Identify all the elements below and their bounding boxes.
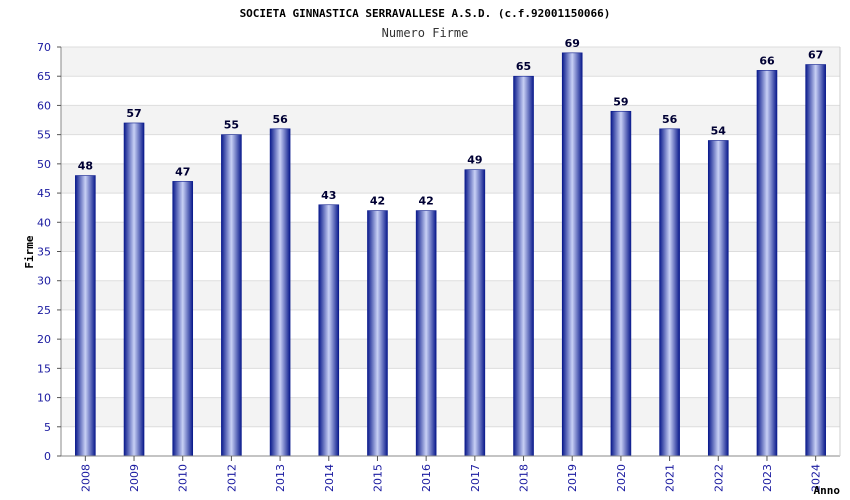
bar-2017: [464, 169, 486, 457]
y-tick-label: 45: [37, 187, 51, 200]
chart-title: SOCIETA GINNASTICA SERRAVALLESE A.S.D. (…: [240, 7, 611, 20]
bar-value-label: 57: [126, 107, 141, 120]
bar-value-label: 43: [321, 189, 336, 202]
bar-2016: [415, 210, 437, 457]
y-tick-label: 5: [44, 421, 51, 434]
y-tick-label: 40: [37, 216, 51, 229]
bar-2020: [610, 110, 632, 457]
y-tick-label: 60: [37, 99, 51, 112]
x-tick-label: 2009: [128, 464, 141, 492]
x-tick-label: 2022: [712, 464, 725, 492]
x-tick-label: 2016: [420, 464, 433, 492]
bar-value-label: 66: [759, 54, 775, 67]
bar-value-label: 67: [808, 49, 823, 62]
bar-value-label: 47: [175, 165, 190, 178]
y-tick-label: 30: [37, 275, 51, 288]
y-tick-label: 20: [37, 333, 51, 346]
x-tick-label: 2015: [371, 464, 384, 492]
bar-2009: [123, 122, 145, 457]
y-tick-label: 70: [37, 41, 51, 54]
y-tick-label: 55: [37, 129, 51, 142]
grid-band: [61, 105, 840, 135]
x-tick-label: 2024: [810, 464, 823, 492]
bar-labels: 48 57 47 55 56 43 42 42 49 65 69 59 56 54 66 67: [78, 37, 824, 208]
bar-2018: [513, 75, 534, 457]
x-tick-label: 2017: [469, 464, 482, 492]
x-tick-label: 2019: [566, 464, 579, 492]
x-tick-label: 2008: [79, 464, 92, 492]
bar-value-label: 69: [565, 37, 580, 50]
bar-value-label: 42: [419, 195, 434, 208]
bar-value-label: 48: [78, 160, 93, 173]
x-tick-label: 2012: [225, 464, 238, 492]
bar-value-label: 59: [613, 95, 628, 108]
y-tick-label: 25: [37, 304, 51, 317]
x-tick-label: 2020: [615, 464, 628, 492]
x-tick-label: 2018: [518, 464, 531, 492]
y-tick-label: 10: [37, 392, 51, 405]
x-tick-label: 2013: [274, 464, 287, 492]
bar-2023: [756, 70, 778, 457]
bar-value-label: 56: [272, 113, 288, 126]
bars: [75, 52, 826, 457]
y-axis-label: Firme: [23, 235, 36, 268]
bar-value-label: 42: [370, 195, 385, 208]
y-ticks: 0 5 10 15 20 25 30 35 40 45 50 55 60 65 70: [37, 41, 61, 463]
y-tick-label: 65: [37, 70, 51, 83]
bar-2012: [221, 134, 242, 457]
x-ticks: 2008 2009 2010 2012 2013 2014 2015 2016 2017 2018…: [79, 456, 823, 492]
bar-2014: [318, 204, 340, 457]
bar-2013: [269, 128, 291, 457]
chart-subtitle: Numero Firme: [382, 26, 469, 40]
x-axis-label: Anno: [814, 484, 841, 497]
y-tick-label: 35: [37, 246, 51, 259]
bar-2015: [367, 210, 388, 457]
bar-2019: [561, 52, 583, 457]
x-tick-label: 2014: [323, 464, 336, 492]
x-tick-label: 2023: [761, 464, 774, 492]
x-tick-label: 2010: [177, 464, 190, 492]
bar-value-label: 55: [224, 119, 239, 132]
bar-2024: [805, 64, 826, 457]
x-tick-label: 2021: [664, 464, 677, 492]
bar-2022: [707, 140, 729, 457]
y-tick-label: 50: [37, 158, 51, 171]
y-tick-label: 15: [37, 362, 51, 375]
bar-value-label: 49: [467, 154, 482, 167]
bar-2021: [659, 128, 680, 457]
y-tick-label: 0: [44, 450, 51, 463]
bar-value-label: 54: [711, 124, 727, 137]
bar-value-label: 56: [662, 113, 678, 126]
bar-2010: [172, 181, 194, 457]
bar-value-label: 65: [516, 60, 531, 73]
bar-2008: [75, 175, 96, 457]
grid-band: [61, 47, 840, 77]
